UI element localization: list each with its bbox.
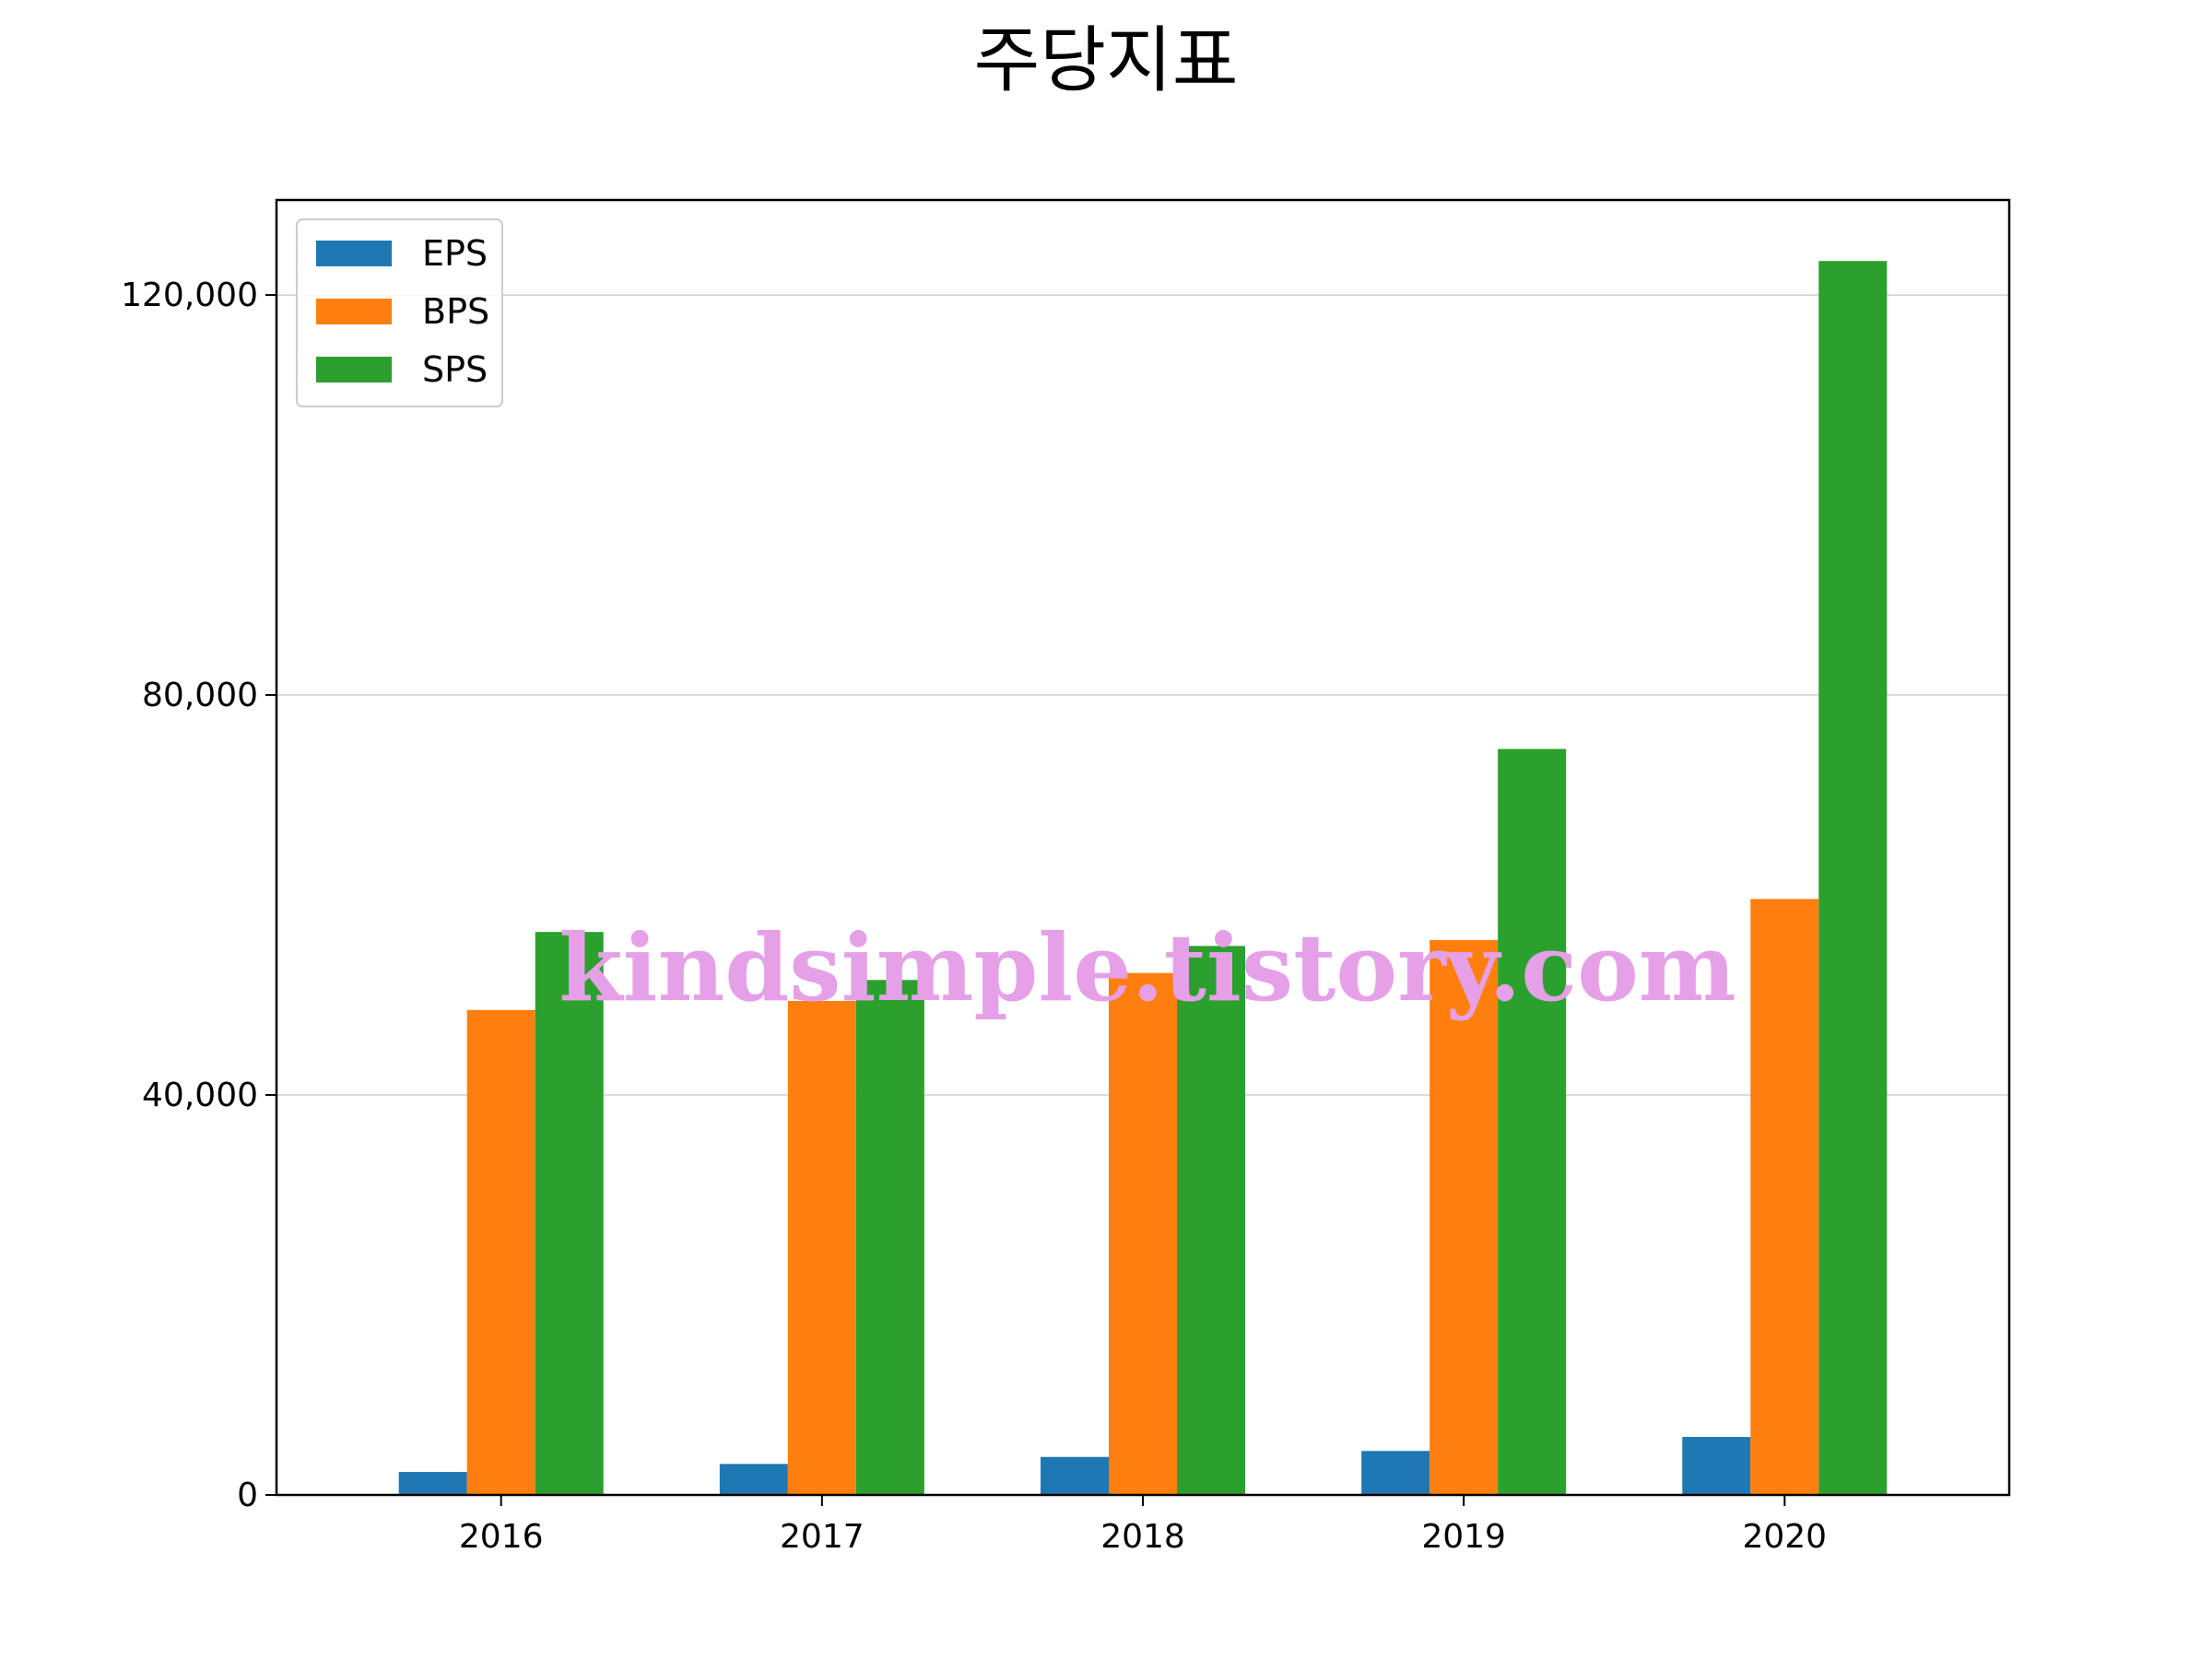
legend-swatch-sps	[316, 357, 392, 382]
bars	[398, 261, 1888, 1496]
bar-eps-2017	[719, 1464, 788, 1495]
bar-eps-2016	[398, 1472, 467, 1495]
bar-bps-2017	[787, 1001, 856, 1495]
y-tick-label: 0	[237, 1477, 258, 1514]
x-axis: 2016 2017 2018 2019 2020	[459, 1495, 1827, 1556]
bar-eps-2018	[1041, 1456, 1109, 1495]
x-tick-label: 2018	[1100, 1518, 1185, 1556]
bar-eps-2019	[1361, 1451, 1430, 1495]
bar-bps-2016	[466, 1009, 535, 1495]
legend-label-bps: BPS	[422, 291, 489, 332]
chart-title: 주당지표	[973, 19, 1238, 102]
bar-sps-2020	[1818, 261, 1888, 1496]
x-tick-label: 2017	[780, 1518, 865, 1556]
bar-bps-2020	[1750, 899, 1819, 1495]
x-tick-label: 2020	[1742, 1518, 1827, 1556]
x-tick-label: 2016	[459, 1518, 544, 1556]
watermark: kindsimple.tistory.com	[559, 913, 1735, 1022]
bar-sps-2017	[855, 980, 924, 1495]
y-axis: 0 40,000 80,000 120,000	[121, 276, 276, 1514]
y-tick-label: 120,000	[121, 276, 258, 314]
bar-bps-2019	[1430, 939, 1499, 1495]
legend: EPS BPS SPS	[296, 218, 503, 407]
bar-sps-2019	[1498, 748, 1567, 1495]
bar-bps-2018	[1109, 972, 1177, 1495]
bar-eps-2020	[1682, 1437, 1751, 1495]
y-tick-label: 40,000	[142, 1077, 258, 1114]
legend-label-eps: EPS	[422, 233, 488, 274]
bar-sps-2018	[1177, 946, 1245, 1495]
y-tick-label: 80,000	[142, 677, 258, 714]
legend-swatch-eps	[316, 241, 392, 266]
legend-label-sps: SPS	[422, 349, 488, 390]
x-tick-label: 2019	[1421, 1518, 1506, 1556]
legend-swatch-bps	[316, 299, 392, 324]
bar-sps-2016	[535, 932, 604, 1495]
